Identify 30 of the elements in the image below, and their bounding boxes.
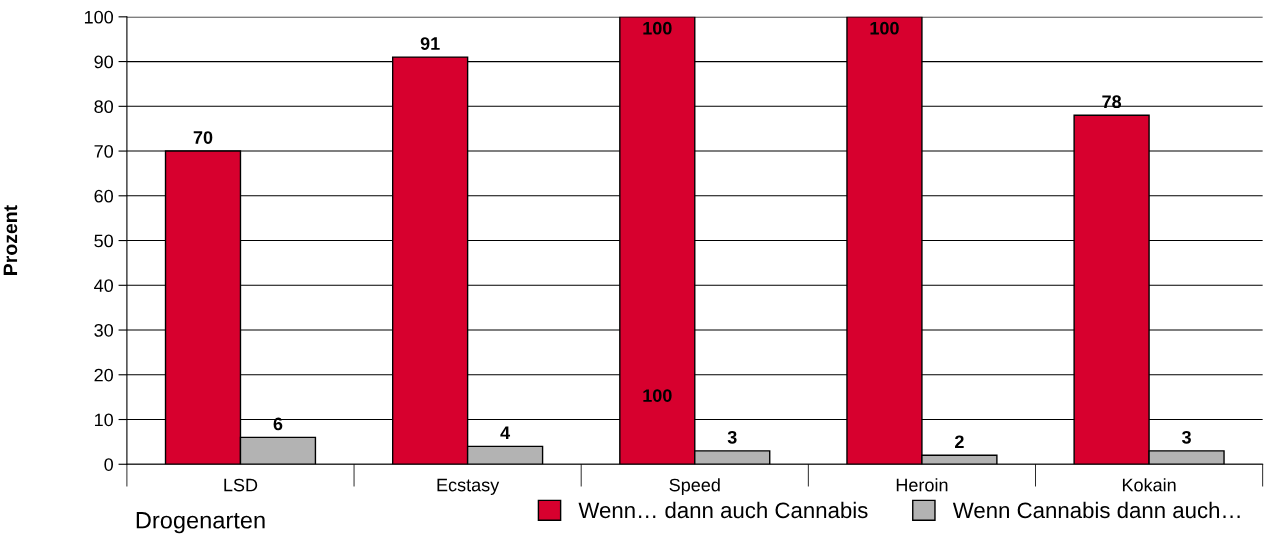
y-tick-label: 40	[94, 279, 113, 293]
data-label: 70	[193, 131, 213, 144]
data-label: 91	[420, 37, 440, 50]
y-tick-label: 0	[104, 458, 113, 471]
x-tick-label: Heroin	[896, 478, 948, 492]
x-tick-label: Kokain	[1122, 478, 1176, 492]
legend-label: Wenn… dann auch Cannabis	[578, 501, 868, 519]
x-tick-label: Speed	[669, 478, 720, 495]
y-tick-label: 30	[94, 323, 113, 337]
y-tick-label: 60	[94, 189, 113, 203]
data-label: 100	[870, 21, 899, 35]
x-tick-label: Ecstasy	[437, 478, 500, 495]
annotation: 100	[643, 389, 672, 402]
data-label: 4	[500, 426, 511, 440]
data-label: 3	[727, 430, 737, 444]
y-tick-label: 20	[94, 368, 113, 382]
y-tick-label: 90	[94, 55, 113, 69]
data-label: 2	[955, 435, 964, 448]
y-tick-label: 50	[94, 234, 113, 248]
data-label: 78	[1102, 95, 1122, 109]
y-tick-label: 100	[84, 10, 113, 24]
y-axis-title: Prozent	[3, 205, 18, 275]
x-tick-label: LSD	[224, 478, 258, 492]
y-tick-label: 10	[95, 413, 113, 427]
y-tick-label: 80	[94, 100, 113, 114]
data-label: 3	[1181, 430, 1191, 444]
data-label: 100	[643, 21, 672, 35]
legend-label: Wenn Cannabis dann auch…	[952, 501, 1240, 519]
x-axis-title: Drogenarten	[136, 512, 265, 534]
y-tick-label: 70	[94, 145, 113, 158]
